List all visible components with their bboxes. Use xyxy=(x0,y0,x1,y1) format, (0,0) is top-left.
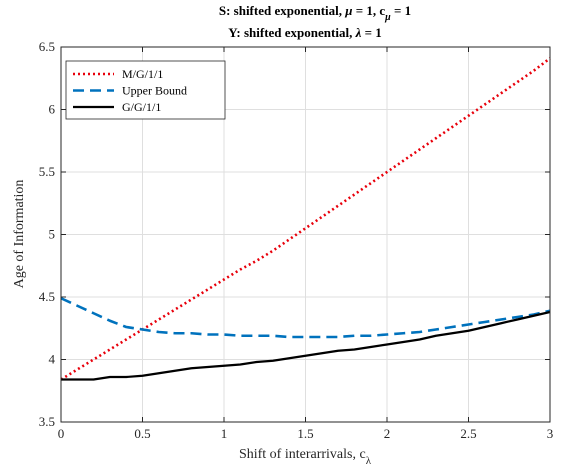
y-tick-label: 5 xyxy=(49,227,56,242)
chart-title-line-2: Y: shifted exponential, λ = 1 xyxy=(228,25,382,40)
x-axis-label: Shift of interarrivals, cλ xyxy=(239,447,372,467)
x-tick-label: 0.5 xyxy=(134,426,150,441)
x-tick-label: 1.5 xyxy=(297,426,313,441)
series-line-upper-bound xyxy=(60,297,551,339)
x-tick-label: 3 xyxy=(547,426,554,441)
y-tick-label: 6 xyxy=(49,102,56,117)
y-tick-label: 4.5 xyxy=(39,289,55,304)
chart-title-line-1: S: shifted exponential, μ = 1, cμ = 1 xyxy=(219,3,411,23)
legend-label: Upper Bound xyxy=(122,84,187,98)
legend-label: M/G/1/1 xyxy=(122,67,163,81)
y-tick-label: 5.5 xyxy=(39,164,55,179)
y-tick-label: 6.5 xyxy=(39,39,55,54)
y-tick-label: 3.5 xyxy=(39,414,55,429)
y-tick-label: 4 xyxy=(49,352,56,367)
axis-ticks: 0 0.5 1 1.5 2 2.5 3 3.5 4 4.5 5 5.5 6 6.5 xyxy=(39,39,554,441)
y-axis-label: Age of Information xyxy=(12,180,27,289)
series-line-g-g-1-1 xyxy=(61,310,551,381)
legend-label: G/G/1/1 xyxy=(122,100,161,114)
series-layer xyxy=(60,57,551,381)
x-tick-label: 2.5 xyxy=(460,426,476,441)
x-tick-label: 2 xyxy=(384,426,391,441)
legend: M/G/1/1 Upper Bound G/G/1/1 xyxy=(65,60,226,120)
x-tick-label: 1 xyxy=(221,426,228,441)
x-tick-label: 0 xyxy=(58,426,65,441)
